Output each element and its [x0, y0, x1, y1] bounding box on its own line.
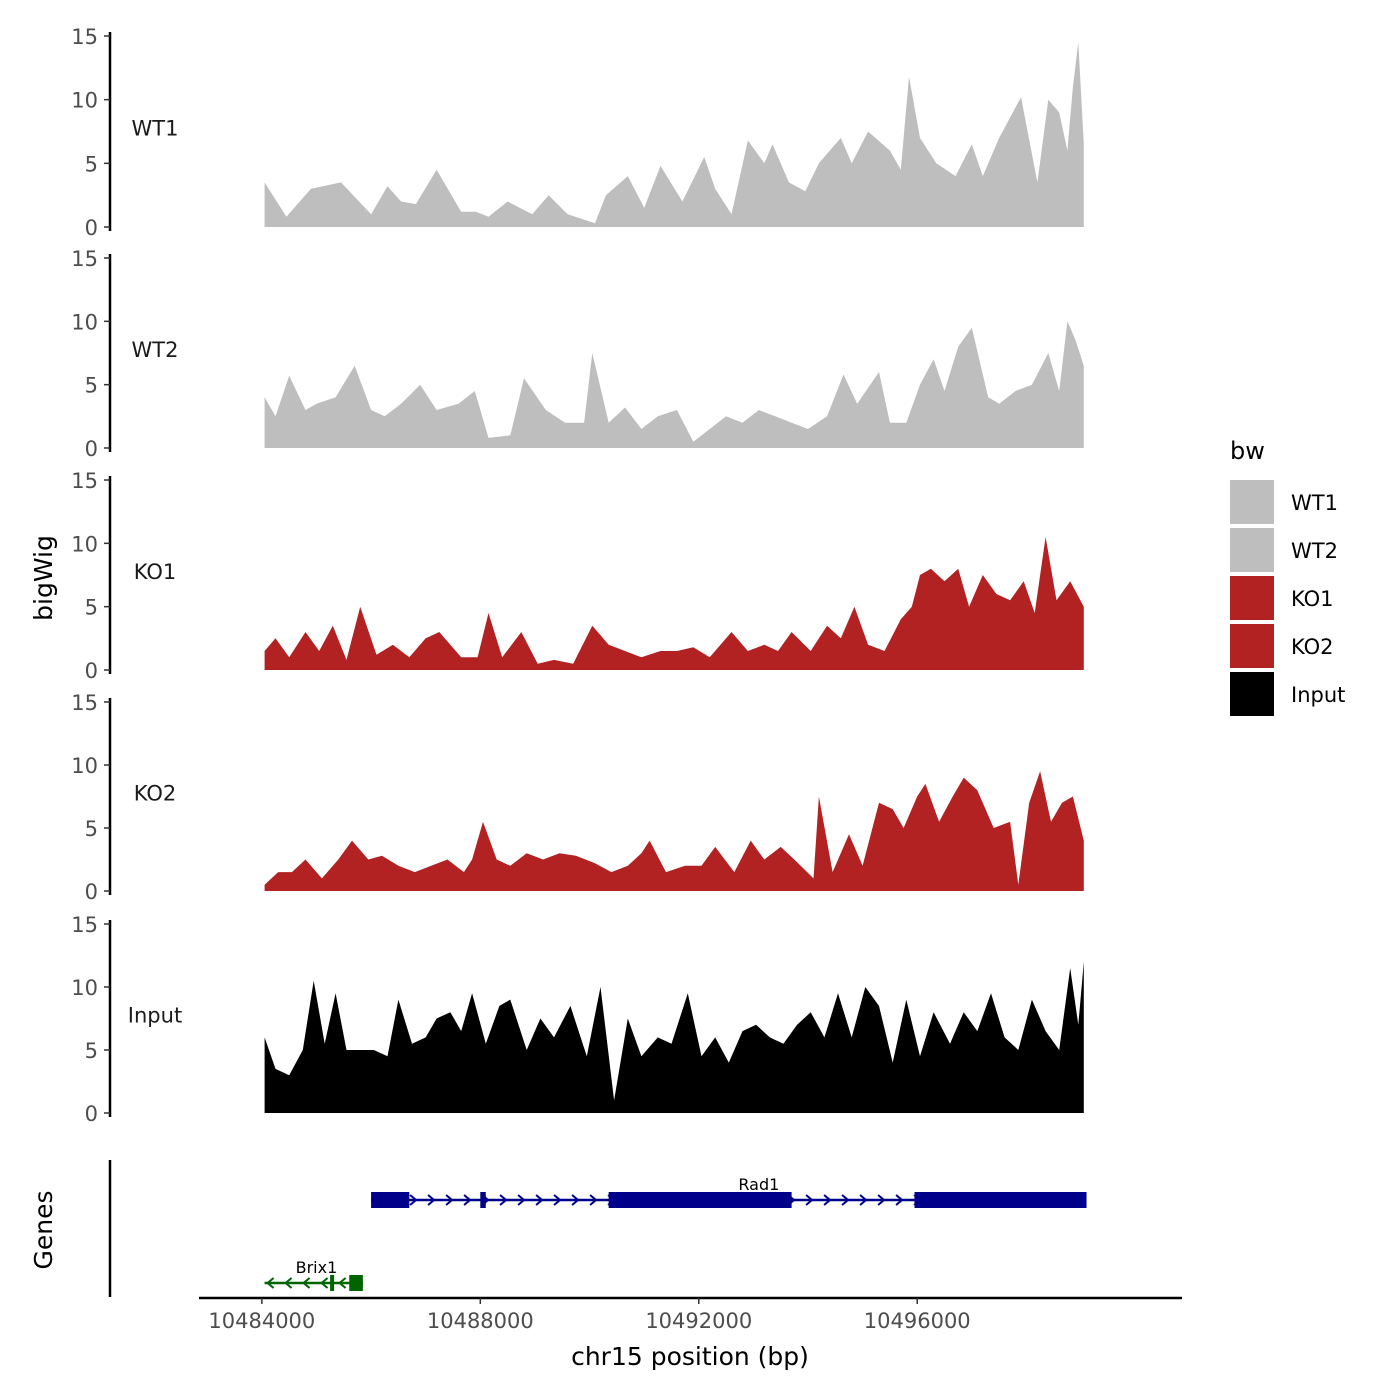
x-tick-label: 10488000	[427, 1309, 534, 1333]
gene-rad1: Rad1	[371, 1175, 1087, 1208]
coverage-area	[264, 771, 1084, 891]
legend: bw WT1 WT2 KO1 KO2 Input	[1230, 437, 1345, 716]
track-wt2: 0 5 10 15 WT2	[71, 247, 1084, 461]
y-tick-label: 15	[71, 913, 98, 937]
strand-chevron	[841, 1194, 850, 1206]
gene-label: Brix1	[296, 1258, 338, 1277]
track-label: WT1	[132, 116, 179, 140]
gene-axis-title: Genes	[29, 1190, 58, 1269]
track-input: 0 5 10 15 Input	[71, 913, 1084, 1126]
y-tick-label: 5	[85, 374, 98, 398]
strand-chevron	[553, 1194, 562, 1206]
strand-chevron	[823, 1194, 832, 1206]
track-label: KO1	[134, 560, 177, 584]
track-wt1: 0 5 10 15 WT1	[71, 25, 1084, 240]
track-label: KO2	[134, 781, 177, 805]
legend-label: WT1	[1291, 491, 1338, 515]
strand-chevron	[302, 1277, 311, 1289]
coverage-area	[264, 42, 1084, 228]
y-tick-label: 10	[71, 532, 98, 556]
legend-item-ko2: KO2	[1230, 624, 1334, 668]
strand-chevron	[427, 1194, 436, 1206]
y-tick-label: 0	[85, 1102, 98, 1126]
y-tick-label: 10	[71, 976, 98, 1000]
strand-chevron	[535, 1194, 544, 1206]
legend-swatch	[1230, 480, 1274, 524]
legend-label: Input	[1291, 683, 1345, 707]
coverage-area	[264, 961, 1084, 1113]
track-label: WT2	[132, 338, 179, 362]
coverage-area	[264, 321, 1084, 448]
gene-exon	[608, 1192, 792, 1208]
strand-chevron	[266, 1277, 275, 1289]
track-ko1: 0 5 10 15 KO1	[71, 469, 1084, 683]
y-tick-label: 5	[85, 817, 98, 841]
gene-exon	[914, 1192, 1087, 1208]
gene-exon	[371, 1192, 410, 1208]
legend-label: KO1	[1291, 587, 1334, 611]
strand-chevron	[409, 1194, 418, 1206]
legend-swatch	[1230, 624, 1274, 668]
x-tick-label: 10496000	[864, 1309, 971, 1333]
strand-chevron	[284, 1277, 293, 1289]
strand-chevron	[445, 1194, 454, 1206]
track-label: Input	[128, 1003, 182, 1027]
y-tick-label: 0	[85, 880, 98, 904]
y-tick-label: 0	[85, 216, 98, 240]
x-tick-label: 10484000	[208, 1309, 315, 1333]
strand-chevron	[338, 1277, 347, 1289]
x-axis-title: chr15 position (bp)	[571, 1342, 809, 1371]
x-tick-label: 10492000	[645, 1309, 752, 1333]
legend-item-wt1: WT1	[1230, 480, 1338, 524]
strand-chevron	[320, 1277, 329, 1289]
y-tick-label: 0	[85, 437, 98, 461]
legend-title: bw	[1230, 437, 1265, 465]
legend-item-wt2: WT2	[1230, 528, 1338, 572]
y-tick-label: 15	[71, 691, 98, 715]
y-tick-label: 10	[71, 89, 98, 113]
strand-chevron	[859, 1194, 868, 1206]
legend-label: KO2	[1291, 635, 1334, 659]
strand-chevron	[805, 1194, 814, 1206]
y-tick-label: 5	[85, 152, 98, 176]
y-tick-label: 5	[85, 596, 98, 620]
strand-chevron	[463, 1194, 472, 1206]
legend-swatch	[1230, 672, 1274, 716]
legend-swatch	[1230, 528, 1274, 572]
legend-label: WT2	[1291, 539, 1338, 563]
strand-chevron	[571, 1194, 580, 1206]
strand-chevron	[517, 1194, 526, 1206]
gene-exon	[349, 1275, 363, 1291]
coverage-area	[264, 537, 1084, 670]
track-ko2: 0 5 10 15 KO2	[71, 691, 1084, 904]
strand-chevron	[895, 1194, 904, 1206]
legend-item-input: Input	[1230, 672, 1345, 716]
gene-brix1: Brix1	[264, 1258, 363, 1291]
y-tick-label: 10	[71, 754, 98, 778]
legend-swatch	[1230, 576, 1274, 620]
y-tick-label: 15	[71, 247, 98, 271]
strand-chevron	[499, 1194, 508, 1206]
gene-label: Rad1	[738, 1175, 779, 1194]
gene-exon	[330, 1275, 335, 1291]
gene-track: Rad1 Brix1	[108, 1160, 1087, 1297]
legend-item-ko1: KO1	[1230, 576, 1334, 620]
y-tick-label: 5	[85, 1039, 98, 1063]
coverage-tracks: 0 5 10 15 WT1 0 5 10 15 WT2 0 5 10 15 KO1 0 5 10 15 KO2 0 5 10…	[71, 25, 1084, 1126]
gene-exon	[480, 1192, 486, 1208]
x-axis: 10484000 10488000 10492000 10496000	[199, 1296, 1182, 1333]
y-axis-title: bigWig	[29, 535, 58, 621]
y-tick-label: 0	[85, 659, 98, 683]
y-tick-label: 15	[71, 469, 98, 493]
strand-chevron	[877, 1194, 886, 1206]
strand-chevron	[589, 1194, 598, 1206]
y-tick-label: 10	[71, 310, 98, 334]
y-tick-label: 15	[71, 25, 98, 49]
